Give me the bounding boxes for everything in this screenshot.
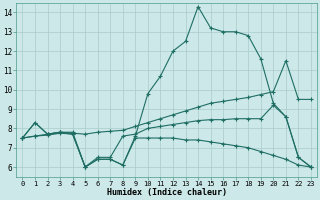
X-axis label: Humidex (Indice chaleur): Humidex (Indice chaleur)	[107, 188, 227, 197]
